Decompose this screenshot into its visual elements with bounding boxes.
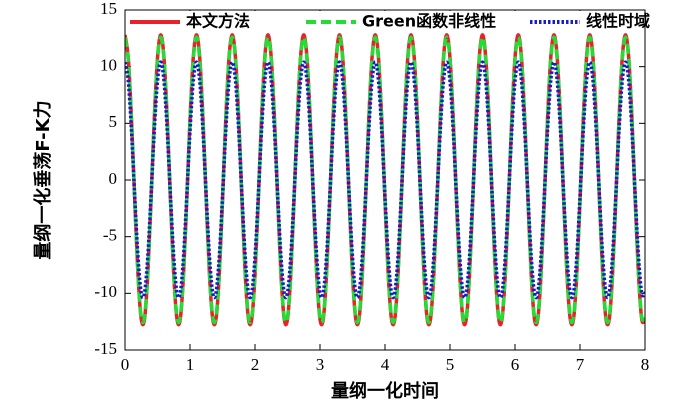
x-tick-label: 2 <box>251 355 260 374</box>
x-tick-label: 4 <box>381 355 390 374</box>
x-tick-label: 6 <box>511 355 520 374</box>
legend-label: 本文方法 <box>186 12 250 31</box>
y-axis-label: 量纲一化垂荡F-K力 <box>32 100 54 259</box>
x-tick-label: 7 <box>576 355 585 374</box>
x-tick-label: 5 <box>446 355 455 374</box>
x-tick-label: 3 <box>316 355 325 374</box>
x-axis-label: 量纲一化时间 <box>331 380 439 402</box>
plot-frame <box>124 9 646 351</box>
y-tick-label: -15 <box>94 339 117 358</box>
x-tick-label: 0 <box>121 355 130 374</box>
legend-label: Green函数非线性 <box>362 12 496 31</box>
y-tick-label: -5 <box>103 226 117 245</box>
y-tick-label: 15 <box>100 0 117 18</box>
legend-box <box>128 11 644 33</box>
x-tick-label: 8 <box>641 355 650 374</box>
y-tick-label: 10 <box>100 56 117 75</box>
y-tick-label: -10 <box>94 282 117 301</box>
legend-label: 线性时域 <box>586 12 650 31</box>
y-tick-label: 5 <box>109 112 118 131</box>
y-tick-label: 0 <box>109 169 118 188</box>
x-tick-label: 1 <box>186 355 195 374</box>
series-line <box>125 60 645 300</box>
